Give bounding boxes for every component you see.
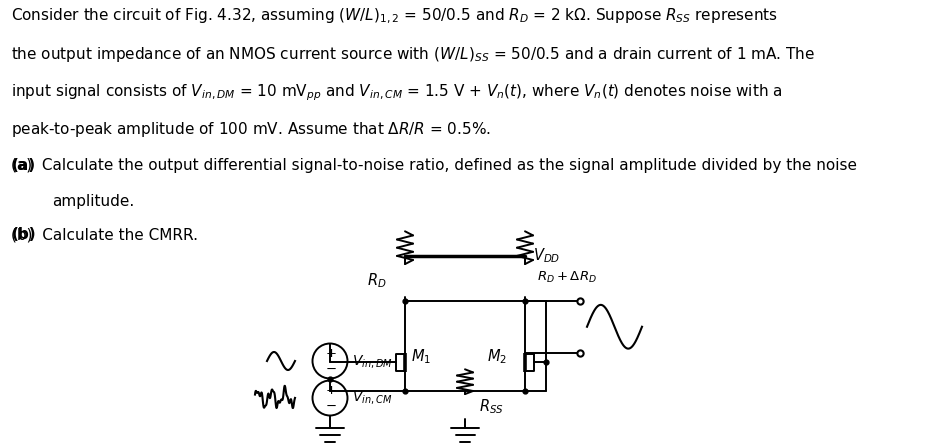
Text: $M_2$: $M_2$: [487, 347, 507, 366]
Text: (a): (a): [11, 158, 36, 173]
Text: $-$: $-$: [325, 399, 337, 412]
Text: (b)  Calculate the CMRR.: (b) Calculate the CMRR.: [11, 227, 198, 243]
Text: $V_{in,CM}$: $V_{in,CM}$: [352, 389, 392, 406]
Text: $V_{DD}$: $V_{DD}$: [533, 247, 560, 265]
Text: the output impedance of an NMOS current source with $(W/L)_{SS}$ = 50/0.5 and a : the output impedance of an NMOS current …: [11, 45, 816, 64]
Text: input signal consists of $V_{in,DM}$ = 10 mV$_{pp}$ and $V_{in,CM}$ = 1.5 V + $V: input signal consists of $V_{in,DM}$ = 1…: [11, 83, 783, 103]
Text: (a)  Calculate the output differential signal-to-noise ratio, defined as the sig: (a) Calculate the output differential si…: [11, 158, 857, 173]
Text: $R_{SS}$: $R_{SS}$: [479, 397, 504, 416]
Text: peak-to-peak amplitude of 100 mV. Assume that Δ$R/R$ = 0.5%.: peak-to-peak amplitude of 100 mV. Assume…: [11, 120, 491, 140]
Text: +: +: [325, 347, 337, 360]
Text: $R_D$: $R_D$: [368, 271, 387, 290]
Text: $M_1$: $M_1$: [411, 347, 431, 366]
Text: $V_{in,DM}$: $V_{in,DM}$: [352, 352, 393, 369]
Text: +: +: [325, 384, 337, 397]
Text: (b): (b): [11, 227, 36, 243]
Text: amplitude.: amplitude.: [52, 194, 134, 209]
Text: $-$: $-$: [325, 362, 337, 375]
Text: Consider the circuit of Fig. 4.32, assuming $(W/L)_{1,2}$ = 50/0.5 and $R_D$ = 2: Consider the circuit of Fig. 4.32, assum…: [11, 7, 778, 26]
Text: $R_D + \Delta R_D$: $R_D + \Delta R_D$: [537, 270, 597, 285]
